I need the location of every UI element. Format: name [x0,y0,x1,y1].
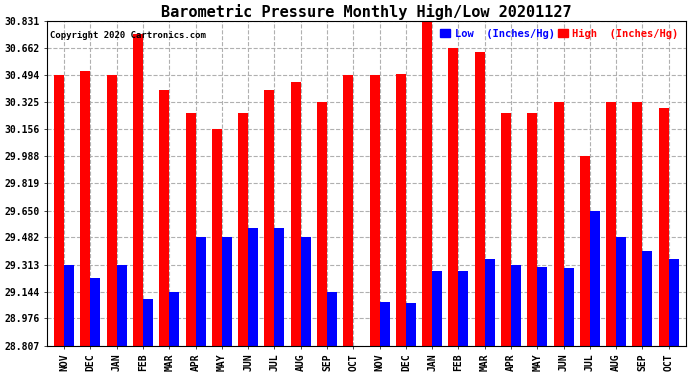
Bar [186,113,195,346]
Bar [169,292,179,346]
Bar [501,113,511,346]
Bar [143,298,153,346]
Bar [159,90,169,346]
Bar [107,75,117,346]
Bar [432,272,442,346]
Bar [380,302,390,346]
Bar [458,272,469,346]
Bar [616,237,626,346]
Bar [275,228,284,346]
Bar [301,237,310,346]
Bar [54,75,64,346]
Bar [90,278,101,346]
Bar [64,264,74,346]
Bar [406,303,416,346]
Bar [117,264,127,346]
Bar [248,228,258,346]
Bar [81,71,90,346]
Bar [317,102,327,346]
Bar [327,292,337,346]
Bar [448,48,458,346]
Bar [222,237,232,346]
Bar [133,34,143,346]
Bar [264,90,275,346]
Bar [607,102,616,346]
Bar [538,267,547,346]
Bar [659,108,669,346]
Bar [475,52,485,346]
Bar [238,113,248,346]
Title: Barometric Pressure Monthly High/Low 20201127: Barometric Pressure Monthly High/Low 202… [161,4,572,20]
Legend: Low  (Inches/Hg), High  (Inches/Hg): Low (Inches/Hg), High (Inches/Hg) [438,27,680,41]
Bar [590,210,600,346]
Bar [553,102,564,346]
Bar [527,113,538,346]
Bar [422,21,432,346]
Bar [485,259,495,346]
Bar [642,251,653,346]
Bar [580,156,590,346]
Bar [564,268,573,346]
Bar [669,259,679,346]
Bar [212,129,222,346]
Bar [511,264,521,346]
Bar [370,75,380,346]
Bar [396,74,406,346]
Bar [344,75,353,346]
Bar [195,237,206,346]
Bar [633,102,642,346]
Text: Copyright 2020 Cartronics.com: Copyright 2020 Cartronics.com [50,31,206,40]
Bar [290,82,301,346]
